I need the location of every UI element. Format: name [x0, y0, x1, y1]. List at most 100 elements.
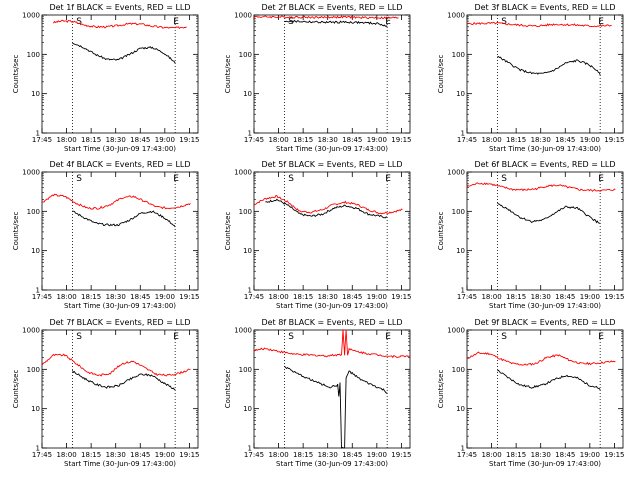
x-tick-label: 18:45: [555, 136, 575, 144]
panel-title: Det 6f BLACK = Events, RED = LLD: [474, 160, 615, 169]
x-tick-label: 19:00: [155, 451, 175, 459]
series-red: [53, 19, 187, 30]
y-axis-label: Counts/sec: [224, 212, 232, 251]
y-tick-label: 100: [27, 208, 40, 216]
x-tick-label: 18:30: [106, 451, 126, 459]
x-tick-label: 19:00: [367, 293, 387, 301]
x-tick-label: 19:15: [391, 136, 411, 144]
y-tick-label: 100: [239, 51, 252, 59]
series-black: [72, 370, 176, 391]
y-tick-label: 1: [36, 445, 40, 453]
x-tick-label: 18:30: [318, 136, 338, 144]
x-tick-label: 18:30: [318, 451, 338, 459]
series-red: [253, 194, 403, 215]
y-axis-label: Counts/sec: [437, 55, 445, 94]
y-tick-label: 10: [456, 90, 465, 98]
x-tick-label: 18:15: [81, 451, 101, 459]
y-tick-label: 100: [239, 366, 252, 374]
y-tick-label: 1: [248, 130, 252, 138]
x-tick-label: 18:00: [56, 293, 76, 301]
x-tick-label: 19:15: [391, 451, 411, 459]
plot-frame: [466, 329, 624, 449]
x-tick-label: 19:00: [580, 293, 600, 301]
y-tick-label: 10: [31, 247, 40, 255]
x-tick-label: 19:15: [604, 136, 624, 144]
panel-1: Det 1f BLACK = Events, RED = LLD 1 10 100 10…: [12, 3, 199, 153]
y-tick-label: 1000: [22, 327, 40, 335]
x-tick-label: 18:45: [342, 451, 362, 459]
y-tick-label: 1000: [234, 12, 252, 20]
y-tick-label: 100: [452, 208, 465, 216]
x-tick-label: 17:45: [244, 293, 264, 301]
panel-title: Det 5f BLACK = Events, RED = LLD: [261, 160, 402, 169]
x-axis-label: Start Time (30-Jun-09 17:43:00): [64, 302, 176, 310]
x-tick-label: 18:45: [130, 293, 150, 301]
x-tick-label: 19:15: [604, 293, 624, 301]
series-red: [466, 21, 612, 28]
y-tick-label: 1000: [234, 169, 252, 177]
series-black: [497, 369, 601, 391]
marker-e: E: [385, 332, 391, 342]
x-axis-label: Start Time (30-Jun-09 17:43:00): [489, 460, 601, 468]
x-tick-label: 18:15: [506, 293, 526, 301]
marker-e: E: [385, 17, 391, 27]
plot-frame: [466, 171, 624, 291]
x-tick-label: 17:45: [244, 136, 264, 144]
panel-title: Det 8f BLACK = Events, RED = LLD: [261, 318, 402, 327]
series-black: [284, 365, 388, 449]
series-red: [466, 351, 616, 366]
x-tick-label: 18:00: [481, 136, 501, 144]
y-tick-label: 1: [461, 130, 465, 138]
series-black: [72, 210, 176, 228]
marker-e: E: [173, 17, 179, 27]
x-tick-label: 18:00: [268, 293, 288, 301]
x-tick-label: 17:45: [457, 136, 477, 144]
series-black: [284, 19, 388, 28]
x-tick-label: 17:45: [32, 136, 52, 144]
marker-e: E: [598, 174, 604, 184]
series-black: [497, 202, 601, 224]
plot-frame: [41, 14, 199, 134]
x-tick-label: 18:30: [106, 293, 126, 301]
panel-2: Det 2f BLACK = Events, RED = LLD 1 10 100 10…: [224, 3, 411, 153]
panel-title: Det 4f BLACK = Events, RED = LLD: [49, 160, 190, 169]
x-tick-label: 18:45: [130, 136, 150, 144]
panel-5: Det 5f BLACK = Events, RED = LLD 1 10 100 10…: [224, 160, 411, 310]
panel-7: Det 7f BLACK = Events, RED = LLD 1 10 100 10…: [12, 318, 199, 468]
y-tick-label: 1: [248, 287, 252, 295]
x-tick-label: 18:30: [531, 451, 551, 459]
x-tick-label: 19:15: [179, 136, 199, 144]
marker-s: S: [76, 17, 82, 27]
y-tick-label: 1: [36, 287, 40, 295]
series-red: [466, 182, 616, 192]
marker-s: S: [501, 332, 507, 342]
x-tick-label: 18:15: [293, 293, 313, 301]
x-tick-label: 17:45: [244, 451, 264, 459]
y-axis-label: Counts/sec: [12, 212, 20, 251]
panel-title: Det 2f BLACK = Events, RED = LLD: [261, 3, 402, 12]
x-tick-label: 19:00: [580, 136, 600, 144]
y-tick-label: 10: [243, 405, 252, 413]
x-tick-label: 18:45: [130, 451, 150, 459]
x-tick-label: 19:15: [179, 293, 199, 301]
series-black: [265, 198, 388, 219]
x-tick-label: 18:00: [56, 451, 76, 459]
x-tick-label: 19:15: [604, 451, 624, 459]
x-tick-label: 18:15: [506, 451, 526, 459]
panel-6: Det 6f BLACK = Events, RED = LLD 1 10 100 10…: [437, 160, 624, 310]
marker-s: S: [288, 332, 294, 342]
x-tick-label: 18:30: [318, 293, 338, 301]
marker-e: E: [173, 174, 179, 184]
y-axis-label: Counts/sec: [12, 370, 20, 409]
y-tick-label: 100: [27, 366, 40, 374]
plot-frame: [41, 329, 199, 449]
x-tick-label: 19:00: [580, 451, 600, 459]
x-tick-label: 18:15: [81, 293, 101, 301]
y-tick-label: 1: [461, 287, 465, 295]
y-axis-label: Counts/sec: [224, 370, 232, 409]
x-tick-label: 18:15: [81, 136, 101, 144]
plot-frame: [41, 171, 199, 291]
x-tick-label: 18:00: [268, 136, 288, 144]
y-tick-label: 1: [461, 445, 465, 453]
panel-title: Det 7f BLACK = Events, RED = LLD: [49, 318, 190, 327]
